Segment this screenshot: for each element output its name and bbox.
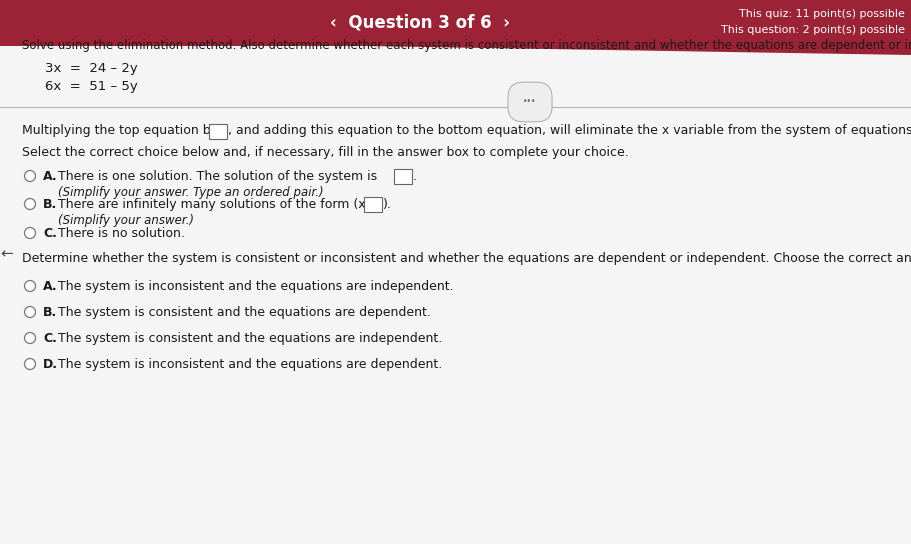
Text: Multiplying the top equation by: Multiplying the top equation by: [22, 124, 218, 137]
Text: .: .: [413, 170, 417, 183]
Text: D.: D.: [43, 358, 58, 371]
Text: C.: C.: [43, 227, 56, 240]
Circle shape: [25, 332, 36, 343]
Text: Determine whether the system is consistent or inconsistent and whether the equat: Determine whether the system is consiste…: [22, 252, 911, 265]
Text: B.: B.: [43, 198, 57, 211]
Text: 3x  =  24 – 2y: 3x = 24 – 2y: [45, 62, 138, 75]
Text: The system is consistent and the equations are dependent.: The system is consistent and the equatio…: [58, 306, 431, 319]
Text: B.: B.: [43, 306, 57, 319]
Text: , and adding this equation to the bottom equation, will eliminate the x variable: , and adding this equation to the bottom…: [228, 124, 911, 137]
Text: The system is inconsistent and the equations are dependent.: The system is inconsistent and the equat…: [58, 358, 442, 371]
Text: (Simplify your answer. Type an ordered pair.): (Simplify your answer. Type an ordered p…: [58, 186, 323, 199]
Circle shape: [25, 358, 36, 369]
Text: The system is inconsistent and the equations are independent.: The system is inconsistent and the equat…: [58, 280, 454, 293]
Text: A.: A.: [43, 280, 57, 293]
FancyBboxPatch shape: [0, 0, 911, 46]
Text: (Simplify your answer.): (Simplify your answer.): [58, 214, 194, 227]
Text: •••: •••: [523, 97, 537, 107]
Text: ).: ).: [383, 198, 392, 211]
FancyBboxPatch shape: [394, 169, 412, 184]
Text: This quiz: 11 point(s) possible: This quiz: 11 point(s) possible: [739, 9, 905, 19]
Circle shape: [25, 227, 36, 238]
FancyBboxPatch shape: [209, 124, 227, 139]
Text: ←: ←: [1, 246, 14, 262]
Circle shape: [25, 170, 36, 182]
Circle shape: [25, 199, 36, 209]
Text: The system is consistent and the equations are independent.: The system is consistent and the equatio…: [58, 332, 442, 345]
Text: C.: C.: [43, 332, 56, 345]
Circle shape: [25, 281, 36, 292]
Text: There are infinitely many solutions of the form (x,: There are infinitely many solutions of t…: [58, 198, 370, 211]
Text: Solve using the elimination method. Also determine whether each system is consis: Solve using the elimination method. Also…: [22, 39, 911, 52]
Text: 6x  =  51 – 5y: 6x = 51 – 5y: [45, 80, 138, 93]
Circle shape: [25, 306, 36, 318]
Text: There is one solution. The solution of the system is: There is one solution. The solution of t…: [58, 170, 377, 183]
Text: There is no solution.: There is no solution.: [58, 227, 185, 240]
Text: Select the correct choice below and, if necessary, fill in the answer box to com: Select the correct choice below and, if …: [22, 146, 629, 159]
Text: ‹  Question 3 of 6  ›: ‹ Question 3 of 6 ›: [330, 13, 510, 31]
Text: This question: 2 point(s) possible: This question: 2 point(s) possible: [721, 25, 905, 35]
FancyBboxPatch shape: [364, 197, 382, 212]
Text: A.: A.: [43, 170, 57, 183]
Polygon shape: [0, 0, 911, 55]
